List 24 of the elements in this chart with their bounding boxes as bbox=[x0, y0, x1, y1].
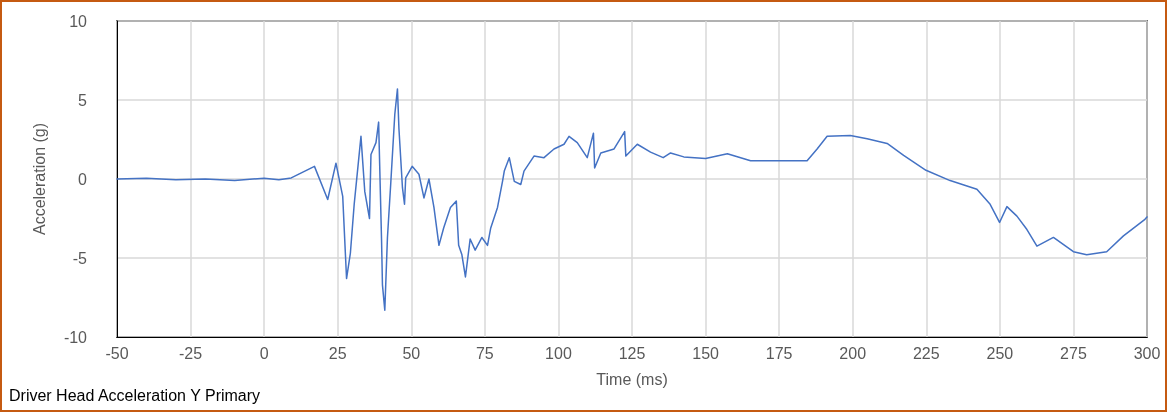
y-tick-label: 5 bbox=[78, 91, 88, 109]
x-tick-label: 250 bbox=[986, 344, 1014, 362]
y-tick-label: -10 bbox=[63, 328, 88, 346]
x-tick-label: 225 bbox=[912, 344, 940, 362]
x-tick-label: 25 bbox=[328, 344, 347, 362]
y-axis-title: Acceleration (g) bbox=[30, 122, 48, 236]
line-series bbox=[116, 88, 1148, 311]
y-tick-label: -5 bbox=[72, 249, 88, 267]
x-tick-label: -50 bbox=[105, 344, 129, 362]
x-tick-label: 300 bbox=[1133, 344, 1161, 362]
text: Driver Head Acceleration Y Primary bbox=[9, 386, 261, 404]
x-tick-label: 125 bbox=[618, 344, 646, 362]
x-tick-label: 200 bbox=[839, 344, 867, 362]
y-tick-label: 0 bbox=[78, 170, 88, 188]
x-tick-label: 0 bbox=[259, 344, 269, 362]
x-tick-label: 50 bbox=[402, 344, 421, 362]
x-tick-label: -25 bbox=[179, 344, 203, 362]
y-tick-label: 10 bbox=[69, 12, 88, 30]
x-tick-label: 100 bbox=[545, 344, 572, 362]
x-tick-label: 75 bbox=[475, 344, 494, 362]
x-tick-label: 150 bbox=[692, 344, 720, 362]
x-tick-label: 275 bbox=[1060, 344, 1087, 362]
x-axis-title: Time (ms) bbox=[596, 370, 668, 388]
x-tick-label: 175 bbox=[765, 344, 793, 362]
